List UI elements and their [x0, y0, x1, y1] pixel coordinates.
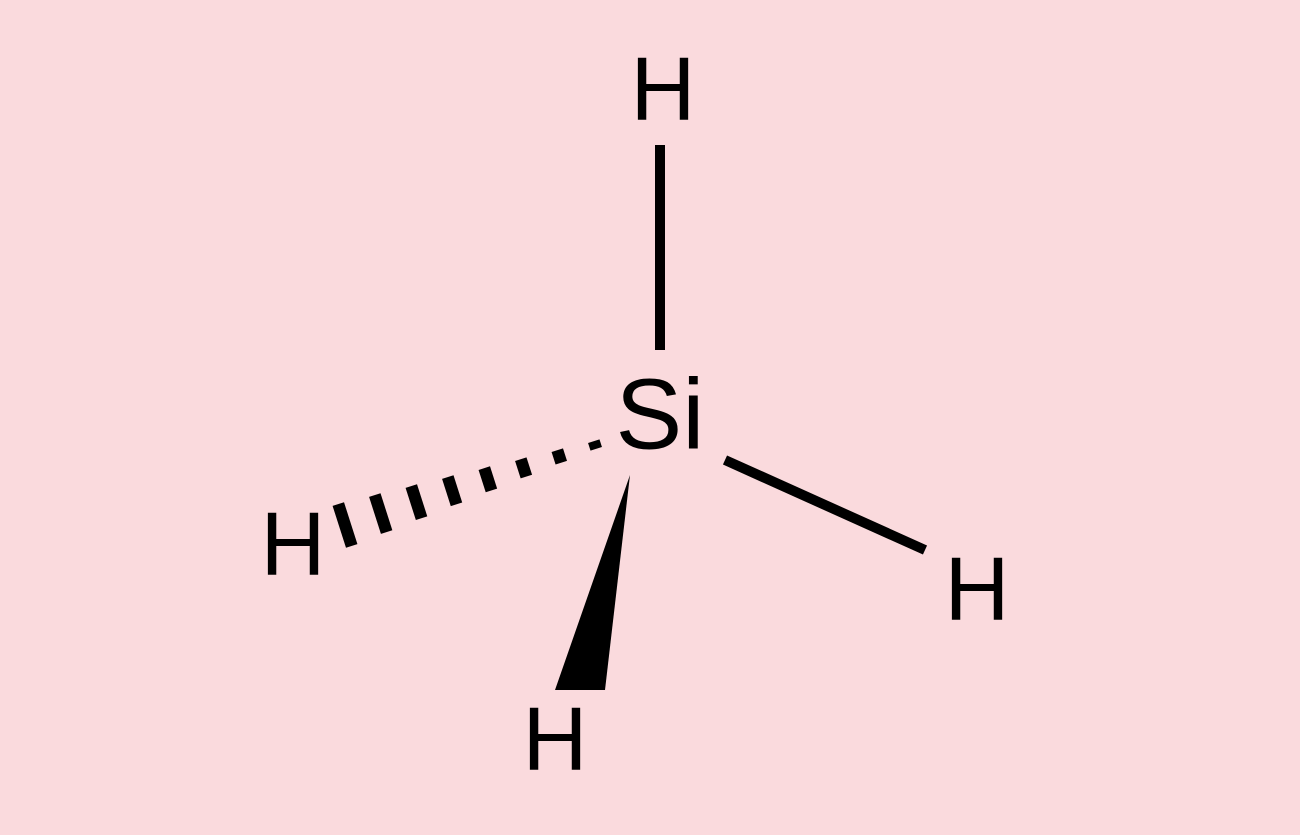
atom-top-h: H	[631, 39, 696, 142]
hash-segment	[448, 477, 457, 504]
atom-left-h: H	[261, 494, 326, 597]
molecule-canvas: Si H H H H	[0, 0, 1300, 835]
hash-segment	[557, 450, 561, 463]
atom-center-si: Si	[616, 358, 705, 473]
hash-segment	[521, 459, 527, 476]
atom-right-h: H	[945, 539, 1010, 642]
hash-segment	[484, 468, 491, 490]
atom-bottom-h: H	[523, 689, 588, 792]
hash-segment	[594, 441, 596, 449]
